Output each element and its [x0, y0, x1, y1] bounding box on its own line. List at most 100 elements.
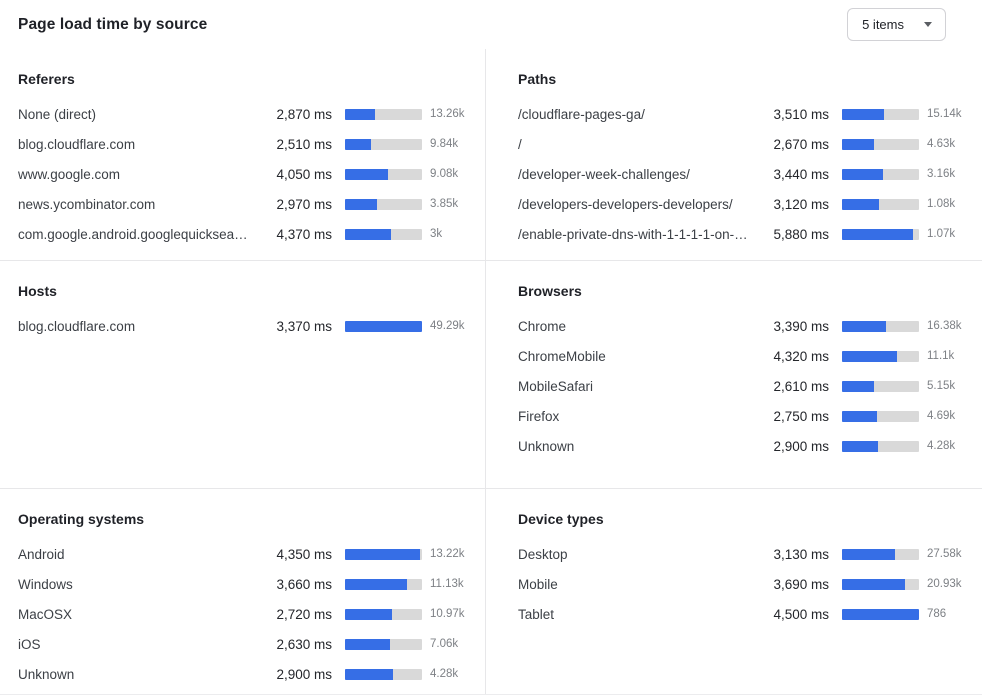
bar-track: [345, 168, 422, 180]
panel-device-types: Device types Desktop 3,130 ms 27.58k Mobile 3…: [486, 488, 982, 694]
bar-track: [345, 138, 422, 150]
row-count: 16.38k: [927, 320, 962, 332]
table-row[interactable]: Tablet 4,500 ms 786: [518, 599, 982, 629]
bar-fill: [842, 548, 896, 560]
table-row[interactable]: /developers-developers-developers/3,120 …: [518, 189, 982, 219]
row-value: 3,130 ms: [773, 546, 829, 562]
panel-title: Hosts: [18, 283, 57, 299]
row-count: 4.69k: [927, 410, 956, 422]
page-title: Page load time by source: [18, 15, 208, 33]
bar-fill: [345, 198, 377, 210]
row-label: MobileSafari: [518, 378, 594, 394]
bar-track: [842, 108, 919, 120]
row-value: 4,050 ms: [276, 166, 332, 182]
row-value: 2,630 ms: [276, 636, 332, 652]
row-label: news.ycombinator.com: [18, 196, 156, 212]
row-count: 1.08k: [927, 198, 956, 210]
header: Page load time by source 5 items: [0, 0, 982, 49]
table-row[interactable]: blog.cloudflare.com 3,370 ms 49.29k: [18, 311, 485, 341]
row-label: iOS: [18, 636, 41, 652]
table-row[interactable]: Firefox 2,750 ms 4.69k: [518, 401, 982, 431]
bar-track: [842, 138, 919, 150]
row-count: 10.97k: [430, 608, 465, 620]
row-value: 3,390 ms: [773, 318, 829, 334]
panels-grid: Referers None (direct) 2,870 ms 13.26k blog.…: [0, 49, 982, 695]
bar-track: [345, 638, 422, 650]
row-label: Mobile: [518, 576, 558, 592]
row-label: blog.cloudflare.com: [18, 136, 136, 152]
row-count: 13.22k: [430, 548, 465, 560]
row-value: 2,670 ms: [773, 136, 829, 152]
bar-track: [842, 350, 919, 362]
table-row[interactable]: com.google.android.googlequicksearc… 4,37…: [18, 219, 485, 249]
table-row[interactable]: / 2,670 ms 4.63k: [518, 129, 982, 159]
table-row[interactable]: /developer-week-challenges/3,440 ms 3.16k: [518, 159, 982, 189]
row-label: None (direct): [18, 106, 97, 122]
table-row[interactable]: iOS 2,630 ms 7.06k: [18, 629, 485, 659]
table-row[interactable]: MobileSafari 2,610 ms 5.15k: [518, 371, 982, 401]
row-count: 786: [927, 608, 947, 620]
table-row[interactable]: Mobile 3,690 ms 20.93k: [518, 569, 982, 599]
panel-title: Browsers: [518, 283, 582, 299]
row-label: /developer-week-challenges/: [518, 166, 690, 182]
table-row[interactable]: None (direct) 2,870 ms 13.26k: [18, 99, 485, 129]
row-value: 3,370 ms: [276, 318, 332, 334]
bar-fill: [345, 578, 408, 590]
row-value: 2,970 ms: [276, 196, 332, 212]
table-row[interactable]: blog.cloudflare.com 2,510 ms 9.84k: [18, 129, 485, 159]
row-count: 27.58k: [927, 548, 962, 560]
bar-track: [842, 198, 919, 210]
row-count: 3.85k: [430, 198, 459, 210]
bar-track: [345, 320, 422, 332]
row-value: 3,660 ms: [276, 576, 332, 592]
items-count-select[interactable]: 5 items: [847, 8, 946, 41]
bar-fill: [842, 380, 875, 392]
bar-fill: [345, 138, 372, 150]
panel-title: Paths: [518, 71, 557, 87]
table-row[interactable]: /enable-private-dns-with-1-1-1-1-on-… 5,8…: [518, 219, 982, 249]
table-row[interactable]: Android 4,350 ms 13.22k: [18, 539, 485, 569]
table-row[interactable]: MacOSX 2,720 ms 10.97k: [18, 599, 485, 629]
row-value: 3,120 ms: [773, 196, 829, 212]
bar-track: [842, 228, 919, 240]
bar-track: [345, 578, 422, 590]
row-value: 2,720 ms: [276, 606, 332, 622]
bar-track: [345, 668, 422, 680]
panel-title: Operating systems: [18, 511, 145, 527]
bar-fill: [842, 228, 913, 240]
bar-fill: [842, 168, 883, 180]
row-label: /: [518, 136, 522, 152]
row-label: /enable-private-dns-with-1-1-1-1-on-…: [518, 226, 748, 242]
row-label: www.google.com: [18, 166, 121, 182]
row-label: Android: [18, 546, 65, 562]
panel-title: Device types: [518, 511, 604, 527]
table-row[interactable]: ChromeMobile 4,320 ms 11.1k: [518, 341, 982, 371]
row-count: 7.06k: [430, 638, 459, 650]
bar-track: [842, 578, 919, 590]
table-row[interactable]: Windows 3,660 ms 11.13k: [18, 569, 485, 599]
row-count: 3k: [430, 228, 443, 240]
row-label: com.google.android.googlequicksearc…: [18, 226, 251, 242]
panel-referers: Referers None (direct) 2,870 ms 13.26k blog.…: [0, 49, 486, 260]
row-count: 11.1k: [927, 350, 955, 362]
bar-track: [345, 108, 422, 120]
panel-browsers: Browsers Chrome 3,390 ms 16.38k ChromeMobile…: [486, 260, 982, 488]
table-row[interactable]: Unknown 2,900 ms 4.28k: [18, 659, 485, 689]
row-value: 4,370 ms: [276, 226, 332, 242]
bar-track: [345, 198, 422, 210]
table-row[interactable]: news.ycombinator.com 2,970 ms 3.85k: [18, 189, 485, 219]
bar-fill: [842, 320, 886, 332]
table-row[interactable]: /cloudflare-pages-ga/3,510 ms 15.14k: [518, 99, 982, 129]
table-row[interactable]: Unknown 2,900 ms 4.28k: [518, 431, 982, 461]
table-row[interactable]: www.google.com 4,050 ms 9.08k: [18, 159, 485, 189]
table-row[interactable]: Chrome 3,390 ms 16.38k: [518, 311, 982, 341]
bar-fill: [345, 168, 389, 180]
bar-fill: [842, 138, 874, 150]
items-count-select-label: 5 items: [862, 17, 904, 32]
row-count: 1.07k: [927, 228, 956, 240]
bar-fill: [842, 198, 879, 210]
bar-track: [842, 608, 919, 620]
bar-fill: [345, 548, 420, 560]
row-value: 2,870 ms: [276, 106, 332, 122]
table-row[interactable]: Desktop 3,130 ms 27.58k: [518, 539, 982, 569]
